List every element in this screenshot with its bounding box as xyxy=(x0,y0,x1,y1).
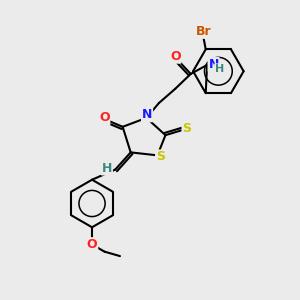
Text: H: H xyxy=(102,162,112,175)
Text: O: O xyxy=(99,111,110,124)
Text: N: N xyxy=(142,108,152,122)
Text: H: H xyxy=(215,64,224,74)
Text: O: O xyxy=(170,50,181,63)
Text: N: N xyxy=(208,58,219,71)
Text: O: O xyxy=(87,238,98,251)
Text: S: S xyxy=(182,122,191,134)
Text: Br: Br xyxy=(196,25,211,38)
Text: S: S xyxy=(156,150,165,163)
